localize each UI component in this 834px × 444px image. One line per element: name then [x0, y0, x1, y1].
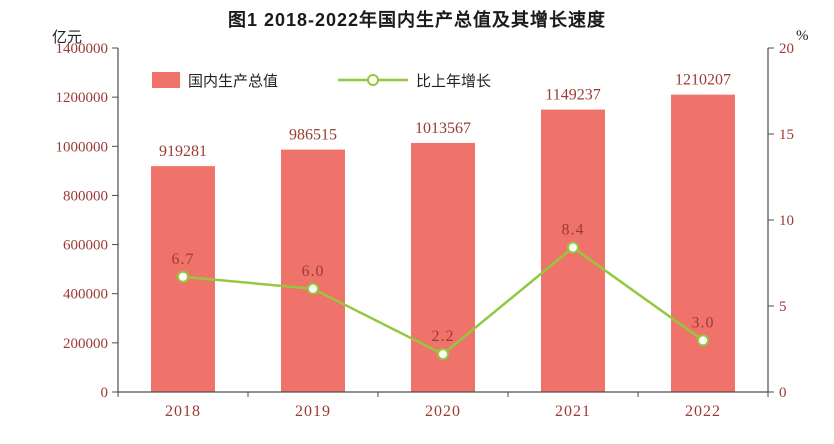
x-axis-label: 2020: [425, 403, 461, 420]
right-axis-tick-label: 5: [779, 299, 787, 315]
left-axis-tick-label: 800000: [63, 188, 108, 204]
growth-point-marker: [307, 282, 319, 295]
x-axis-label: 2019: [295, 403, 331, 420]
right-axis-tick-label: 0: [779, 385, 787, 401]
legend-line-marker: [367, 74, 379, 86]
growth-value-label: 3.0: [692, 314, 715, 331]
growth-point-marker: [437, 348, 449, 361]
left-axis-unit-label: 亿元: [52, 29, 83, 46]
gdp-bar: [671, 94, 735, 392]
bar-value-label: 1210207: [675, 72, 731, 89]
left-axis-tick-label: 1000000: [56, 139, 109, 155]
left-axis-tick-label: 200000: [63, 336, 108, 352]
growth-value-label: 6.0: [302, 263, 325, 280]
growth-point-marker: [177, 270, 189, 283]
left-axis-tick-label: 1400000: [56, 41, 109, 57]
legend-bar-swatch: [152, 72, 180, 88]
growth-value-label: 8.4: [562, 222, 585, 239]
legend-bar-label: 国内生产总值: [188, 73, 278, 90]
x-axis-label: 2018: [165, 403, 201, 420]
right-axis-unit-label: %: [796, 28, 809, 44]
chart-title: 图1 2018-2022年国内生产总值及其增长速度: [227, 10, 607, 30]
left-axis-tick-label: 1200000: [56, 90, 109, 106]
x-axis-label: 2021: [555, 403, 591, 420]
bar-value-label: 986515: [289, 127, 337, 144]
right-axis-tick-label: 20: [779, 41, 794, 57]
growth-point-marker: [697, 334, 709, 347]
bar-value-label: 1149237: [545, 87, 600, 104]
left-axis-tick-label: 0: [101, 385, 109, 401]
growth-value-label: 6.7: [172, 251, 195, 268]
growth-value-label: 2.2: [432, 328, 455, 345]
growth-point-marker: [567, 241, 579, 254]
right-axis-tick-label: 10: [779, 213, 794, 229]
legend-line-label: 比上年增长: [416, 73, 491, 90]
x-axis-label: 2022: [685, 403, 721, 420]
bar-value-label: 1013567: [415, 120, 471, 137]
gdp-bar: [281, 149, 345, 392]
right-axis-tick-label: 15: [779, 127, 794, 143]
left-axis-tick-label: 400000: [63, 287, 108, 303]
bar-value-label: 919281: [159, 143, 207, 160]
left-axis-tick-label: 600000: [63, 238, 108, 254]
